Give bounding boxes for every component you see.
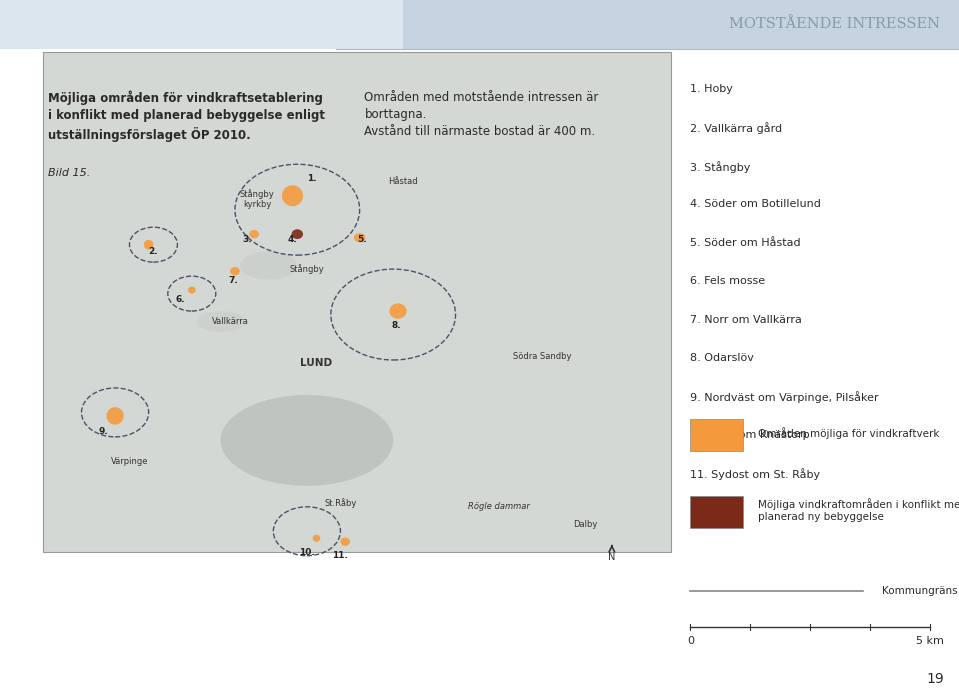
- Text: Bild 15.: Bild 15.: [48, 168, 90, 178]
- Bar: [690, 419, 743, 451]
- Text: Vallkärra: Vallkärra: [212, 317, 248, 326]
- Text: Rögle dammar: Rögle dammar: [468, 503, 529, 511]
- Text: 7. Norr om Vallkärra: 7. Norr om Vallkärra: [690, 315, 803, 324]
- Text: 8. Odarslöv: 8. Odarslöv: [690, 353, 755, 363]
- Text: 6.: 6.: [175, 295, 185, 303]
- Ellipse shape: [282, 185, 303, 206]
- Text: 10.: 10.: [299, 548, 315, 556]
- Ellipse shape: [292, 229, 303, 239]
- Text: 11. Sydost om St. Råby: 11. Sydost om St. Råby: [690, 468, 821, 480]
- Text: 8.: 8.: [391, 321, 401, 329]
- Text: 11.: 11.: [333, 552, 348, 560]
- Ellipse shape: [188, 287, 196, 294]
- Text: 3.: 3.: [243, 236, 252, 244]
- Ellipse shape: [240, 252, 297, 280]
- Text: Kommungräns: Kommungräns: [882, 586, 958, 596]
- Text: 5. Söder om Håstad: 5. Söder om Håstad: [690, 238, 801, 247]
- Text: Håstad: Håstad: [388, 178, 417, 186]
- Text: 9.: 9.: [99, 428, 108, 436]
- Bar: [0, 0, 403, 49]
- Text: Södra Sandby: Södra Sandby: [512, 352, 572, 361]
- Text: Möjliga vindkraftområden i konflikt med
planerad ny bebyggelse: Möjliga vindkraftområden i konflikt med …: [758, 498, 959, 522]
- Text: 0: 0: [687, 636, 694, 646]
- Text: 3. Stångby: 3. Stångby: [690, 161, 751, 173]
- Text: 4. Söder om Botillelund: 4. Söder om Botillelund: [690, 199, 821, 209]
- Text: 9. Nordväst om Värpinge, Pilsåker: 9. Nordväst om Värpinge, Pilsåker: [690, 391, 879, 403]
- Text: 4.: 4.: [288, 235, 297, 243]
- Text: Möjliga områden för vindkraftsetablering
i konflikt med planerad bebyggelse enli: Möjliga områden för vindkraftsetablering…: [48, 91, 325, 142]
- Text: Områden möjliga för vindkraftverk: Områden möjliga för vindkraftverk: [758, 427, 939, 440]
- Ellipse shape: [144, 240, 153, 250]
- Ellipse shape: [221, 395, 393, 486]
- Text: St.Råby: St.Råby: [324, 498, 357, 508]
- Text: 10. Norr om Knästorp: 10. Norr om Knästorp: [690, 430, 810, 440]
- Text: 2. Vallkärra gård: 2. Vallkärra gård: [690, 122, 783, 134]
- Ellipse shape: [230, 267, 240, 275]
- Text: 1.: 1.: [307, 174, 316, 182]
- Text: Värpinge: Värpinge: [110, 457, 149, 466]
- Ellipse shape: [389, 303, 407, 319]
- Bar: [43, 52, 671, 552]
- Ellipse shape: [249, 230, 259, 238]
- Bar: [403, 0, 959, 49]
- Text: Områden med motstående intressen är
borttagna.
Avstånd till närmaste bostad är 4: Områden med motstående intressen är bort…: [364, 91, 598, 138]
- Text: 5 km: 5 km: [916, 636, 945, 646]
- Text: LUND: LUND: [300, 359, 333, 368]
- Ellipse shape: [197, 311, 245, 332]
- Text: MOTSTÅENDE INTRESSEN: MOTSTÅENDE INTRESSEN: [729, 17, 940, 31]
- Ellipse shape: [354, 233, 365, 242]
- Text: 19: 19: [926, 672, 945, 686]
- Text: 6. Fels mosse: 6. Fels mosse: [690, 276, 765, 286]
- Text: Dalby: Dalby: [573, 520, 597, 528]
- Ellipse shape: [340, 538, 350, 546]
- Text: Stångby: Stångby: [290, 264, 324, 274]
- Text: 1. Hoby: 1. Hoby: [690, 84, 734, 94]
- Text: Stångby
kyrkby: Stångby kyrkby: [240, 189, 274, 210]
- Text: 2.: 2.: [149, 247, 158, 256]
- Text: 7.: 7.: [228, 277, 238, 285]
- Text: N: N: [608, 552, 616, 562]
- Bar: [690, 496, 743, 528]
- Text: 5.: 5.: [358, 236, 367, 244]
- Ellipse shape: [106, 407, 124, 424]
- Ellipse shape: [313, 535, 320, 542]
